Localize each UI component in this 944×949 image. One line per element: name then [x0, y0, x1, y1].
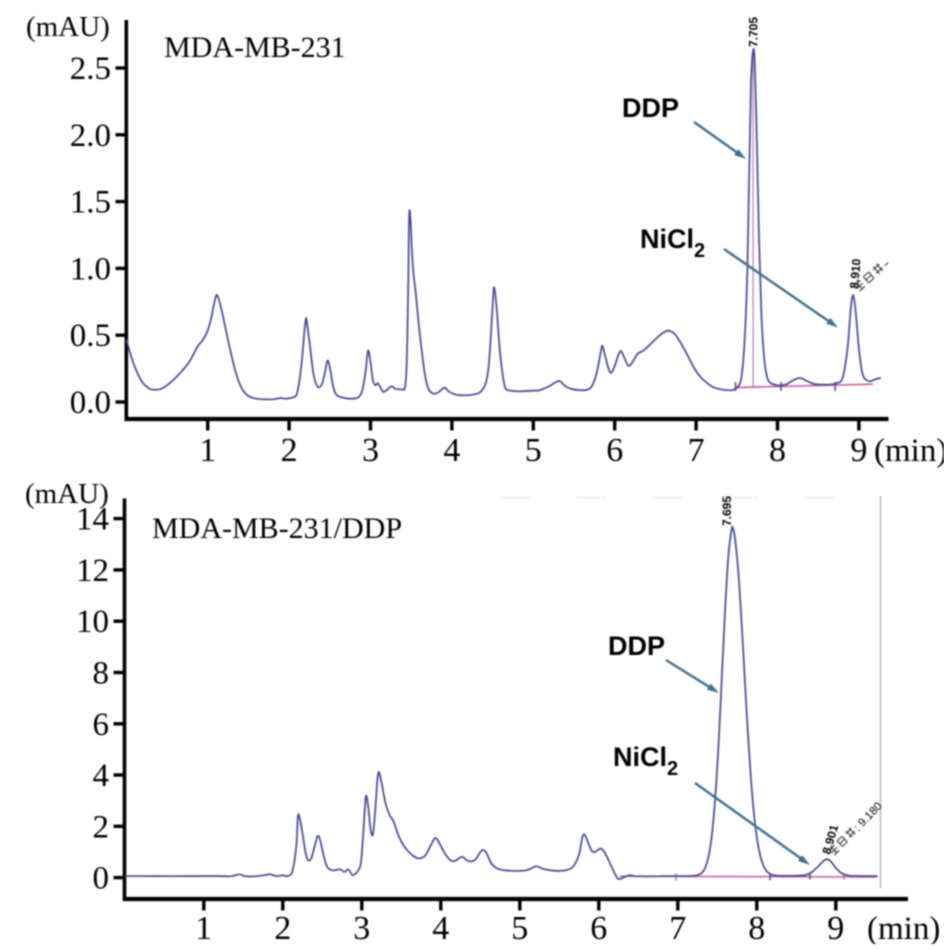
svg-text:6: 6 [590, 910, 607, 944]
svg-text:2: 2 [274, 910, 291, 944]
svg-text:2.0: 2.0 [70, 118, 111, 154]
svg-text:4: 4 [432, 910, 449, 944]
svg-text:12: 12 [76, 553, 109, 589]
svg-text:9: 9 [850, 432, 867, 469]
svg-text:2: 2 [281, 432, 298, 469]
svg-text:7.705: 7.705 [747, 17, 761, 47]
svg-text:NiCl: NiCl [613, 742, 667, 772]
svg-text:7: 7 [669, 910, 686, 944]
svg-text:10: 10 [76, 604, 109, 640]
svg-text:(min): (min) [874, 433, 944, 469]
svg-text:9: 9 [827, 910, 844, 944]
svg-text:0.5: 0.5 [70, 318, 111, 354]
svg-text:3: 3 [362, 432, 379, 469]
svg-text:5: 5 [525, 432, 542, 469]
svg-text:8: 8 [93, 656, 110, 692]
svg-text:2: 2 [93, 809, 110, 845]
svg-text:(mAU): (mAU) [25, 478, 109, 510]
svg-text:MDA-MB-231: MDA-MB-231 [164, 31, 346, 64]
svg-text:6: 6 [93, 707, 110, 743]
svg-text:(min): (min) [867, 911, 940, 944]
svg-text:DDP: DDP [622, 93, 679, 123]
svg-text:6: 6 [606, 432, 623, 469]
svg-text:4: 4 [93, 758, 110, 794]
svg-text:8: 8 [748, 910, 765, 944]
svg-text:0.0: 0.0 [70, 385, 111, 421]
svg-text:NiCl: NiCl [640, 224, 694, 254]
svg-text:5: 5 [511, 910, 528, 944]
svg-text:7: 7 [688, 432, 705, 469]
svg-text:8: 8 [769, 432, 786, 469]
svg-text:2: 2 [694, 240, 705, 262]
svg-text:1: 1 [199, 432, 216, 469]
svg-text:2.5: 2.5 [70, 51, 111, 87]
svg-text:(mAU): (mAU) [26, 11, 110, 43]
svg-text:2: 2 [667, 758, 678, 780]
svg-text:0: 0 [93, 861, 110, 897]
svg-text:1.5: 1.5 [70, 185, 111, 221]
svg-text:DDP: DDP [608, 631, 665, 661]
svg-text:1.0: 1.0 [70, 251, 111, 287]
svg-text:14: 14 [76, 502, 109, 538]
svg-text:1: 1 [195, 910, 212, 944]
svg-text:MDA-MB-231/DDP: MDA-MB-231/DDP [152, 512, 402, 545]
svg-text:7.695: 7.695 [720, 496, 734, 526]
svg-text:3: 3 [353, 910, 370, 944]
svg-text:4: 4 [443, 432, 460, 469]
